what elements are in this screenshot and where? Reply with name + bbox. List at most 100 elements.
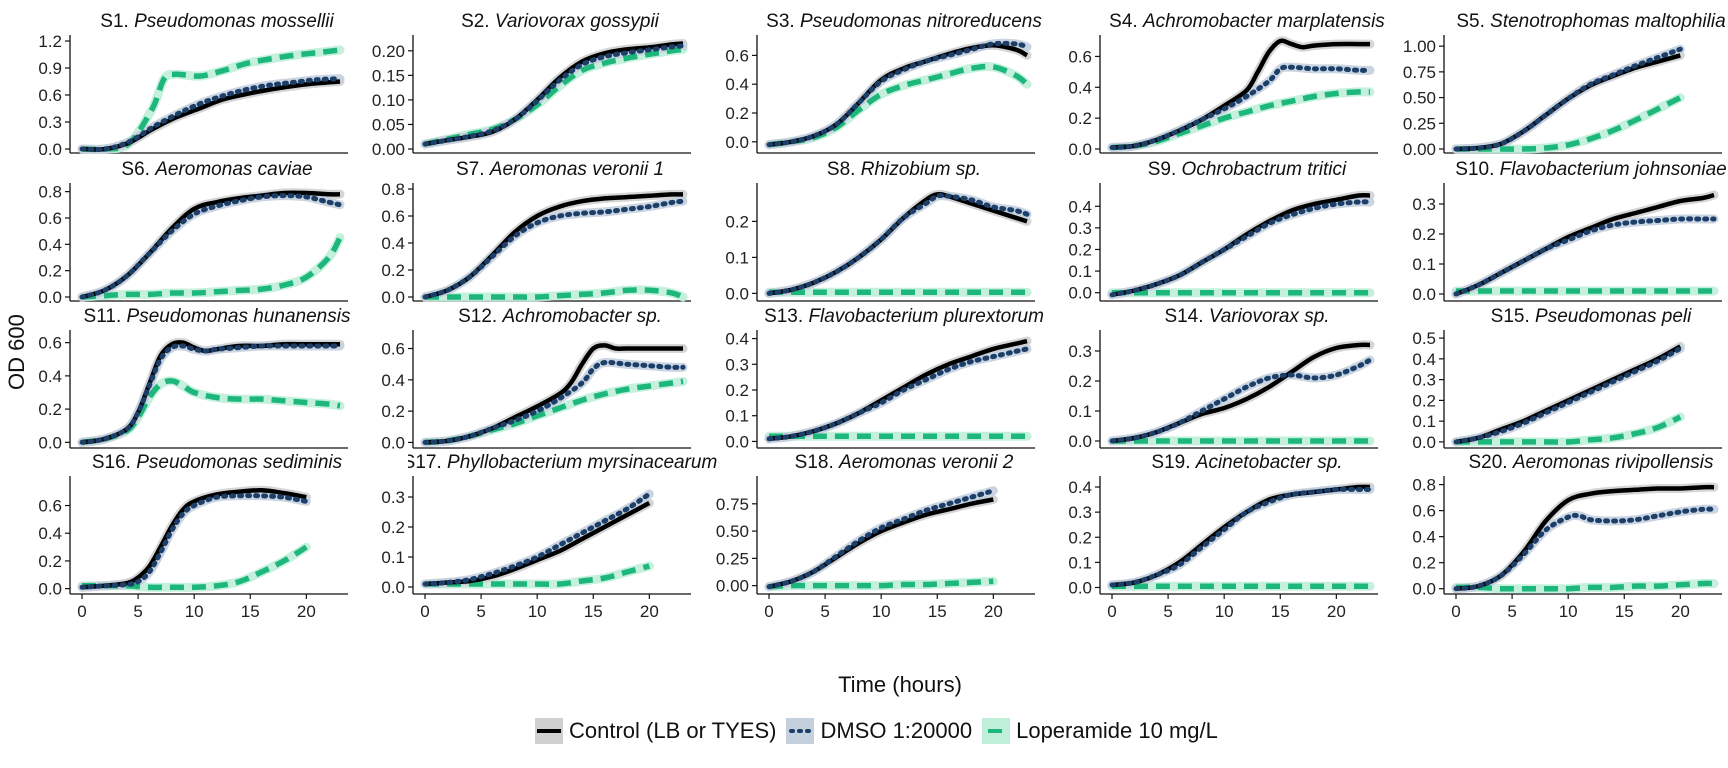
panel-title-prefix: S8. [827, 159, 861, 180]
y-tick-label: 0.1 [1068, 262, 1092, 281]
y-tick-label: 0.75 [716, 495, 749, 514]
y-tick-label: 0.2 [1068, 240, 1092, 259]
x-tick-label: 20 [984, 602, 1003, 621]
y-tick-label: 0.8 [1412, 476, 1436, 495]
y-tick-label: 0.6 [1068, 47, 1092, 66]
y-tick-label: 0.2 [725, 381, 749, 400]
series-line-loperamide-10-mg-l [425, 563, 651, 587]
y-tick-label: 0.3 [1068, 503, 1092, 522]
x-tick-label: 10 [872, 602, 891, 621]
series-line-loperamide-10-mg-l [768, 578, 994, 590]
panel-title-species: Aeromonas veronii 1 [489, 159, 664, 180]
confidence-band-control-lb-or-tyes [77, 77, 345, 154]
y-tick-label: 0.3 [38, 113, 62, 132]
confidence-band-loperamide-10-mg-l [764, 61, 1032, 150]
y-tick-label: 0.8 [38, 183, 62, 202]
panel-s7: S7. Aeromonas veronii 1 0.0 0.2 0.4 0.6 0.8 [381, 159, 691, 307]
x-tick-label: 20 [297, 602, 316, 621]
y-tick-label: 0.4 [725, 75, 749, 94]
panel-s20: S20. Aeromonas rivipollensis 0.0 0.2 0.4 0.6… [1412, 452, 1722, 621]
panel-title: S15. Pseudomonas peli [1491, 306, 1692, 327]
y-tick-label: 0.4 [1068, 197, 1092, 216]
panel-title-prefix: S2. [461, 11, 495, 32]
series-line-control-lb-or-tyes [1111, 484, 1371, 588]
panel-title-species: Variovorax sp. [1209, 306, 1330, 327]
confidence-band-loperamide-10-mg-l [1451, 93, 1685, 154]
series-line-loperamide-10-mg-l [81, 236, 343, 300]
panel-title-species: Pseudomonas hunanensis [127, 306, 351, 327]
series-line-dmso-1-20000 [422, 491, 652, 587]
y-tick-label: 0.50 [716, 522, 749, 541]
panel-s16: S16. Pseudomonas sediminis 0.0 0.2 0.4 0.6 0 5… [38, 452, 348, 621]
y-tick-label: 1.2 [38, 32, 62, 51]
y-tick-label: 0.2 [38, 400, 62, 419]
confidence-band-dmso-1-20000 [420, 489, 654, 589]
panel-title: S18. Aeromonas veronii 2 [795, 452, 1014, 473]
x-tick-label: 5 [1507, 602, 1516, 621]
y-tick-label: 0.15 [372, 66, 405, 85]
y-tick-label: 0.4 [1412, 528, 1436, 547]
confidence-band-control-lb-or-tyes [1451, 482, 1719, 594]
x-axis-label: Time (hours) [838, 672, 962, 697]
panel-title: S2. Variovorax gossypii [461, 11, 660, 32]
panel-s8: S8. Rhizobium sp. 0.0 0.1 0.2 [725, 159, 1035, 303]
panel-title: S14. Variovorax sp. [1164, 306, 1329, 327]
panel-title-species: Aeromonas rivipollensis [1512, 452, 1714, 473]
y-tick-label: 0.5 [1412, 329, 1436, 348]
y-tick-label: 0.75 [1403, 63, 1436, 82]
x-tick-label: 15 [1615, 602, 1634, 621]
y-tick-label: 0.00 [372, 140, 405, 159]
series-line-dmso-1-20000 [422, 43, 686, 147]
y-tick-label: 0.6 [381, 207, 405, 226]
series-line-dmso-1-20000 [766, 40, 1030, 148]
y-tick-label: 0.20 [372, 42, 405, 61]
panel-title-species: Pseudomonas sediminis [136, 452, 342, 473]
panel-title-prefix: S10. [1455, 159, 1499, 180]
y-tick-label: 0.0 [725, 284, 749, 303]
y-tick-label: 0.8 [381, 180, 405, 199]
y-tick-label: 0.6 [381, 340, 405, 359]
panel-s11: S11. Pseudomonas hunanensis 0.0 0.2 0.4 0.6 [38, 306, 351, 452]
y-tick-label: 0.4 [1068, 478, 1092, 497]
y-tick-label: 0.3 [1068, 342, 1092, 361]
confidence-band-dmso-1-20000 [77, 491, 311, 592]
x-tick-label: 0 [764, 602, 773, 621]
confidence-band-control-lb-or-tyes [420, 340, 688, 447]
confidence-band-dmso-1-20000 [764, 38, 1032, 150]
series-line-control-lb-or-tyes [81, 79, 341, 152]
y-tick-label: 0.6 [725, 46, 749, 65]
panel-s9: S9. Ochrobactrum tritici 0.0 0.1 0.2 0.3 0.4 [1068, 159, 1378, 303]
series-line-loperamide-10-mg-l [768, 63, 1029, 148]
confidence-band-dmso-1-20000 [1107, 484, 1375, 590]
x-tick-label: 15 [584, 602, 603, 621]
confidence-band-loperamide-10-mg-l [420, 285, 688, 302]
y-tick-label: 0.1 [725, 248, 749, 267]
panel-title-species: Variovorax gossypii [495, 11, 660, 32]
confidence-band-control-lb-or-tyes [1107, 190, 1375, 300]
y-tick-label: 0.0 [381, 288, 405, 307]
y-tick-label: 0.2 [1412, 225, 1436, 244]
x-tick-label: 10 [528, 602, 547, 621]
y-tick-label: 0.2 [725, 104, 749, 123]
panel-title: S5. Stenotrophomas maltophilia [1456, 11, 1725, 32]
panel-title-prefix: S4. [1109, 11, 1143, 32]
x-tick-label: 15 [241, 602, 260, 621]
y-tick-label: 0.6 [1412, 502, 1436, 521]
series-line-dmso-1-20000 [79, 193, 343, 300]
panel-title-prefix: S17. [403, 452, 447, 473]
panel-title-species: Flavobacterium plurextorum [808, 306, 1043, 327]
y-tick-label: 0.4 [38, 367, 62, 386]
x-tick-label: 0 [1451, 602, 1460, 621]
y-tick-label: 0.0 [1412, 285, 1436, 304]
y-tick-label: 0.4 [725, 330, 749, 349]
series-line-control-lb-or-tyes [1455, 484, 1715, 591]
x-tick-label: 20 [640, 602, 659, 621]
y-tick-label: 0.3 [725, 355, 749, 374]
y-tick-label: 0.25 [716, 549, 749, 568]
x-tick-label: 20 [1671, 602, 1690, 621]
panel-title-prefix: S5. [1456, 11, 1490, 32]
panel-title: S9. Ochrobactrum tritici [1148, 159, 1347, 180]
y-tick-label: 0.1 [1068, 553, 1092, 572]
panel-title-species: Acinetobacter sp. [1195, 452, 1343, 473]
series-line-control-lb-or-tyes [768, 191, 1028, 296]
